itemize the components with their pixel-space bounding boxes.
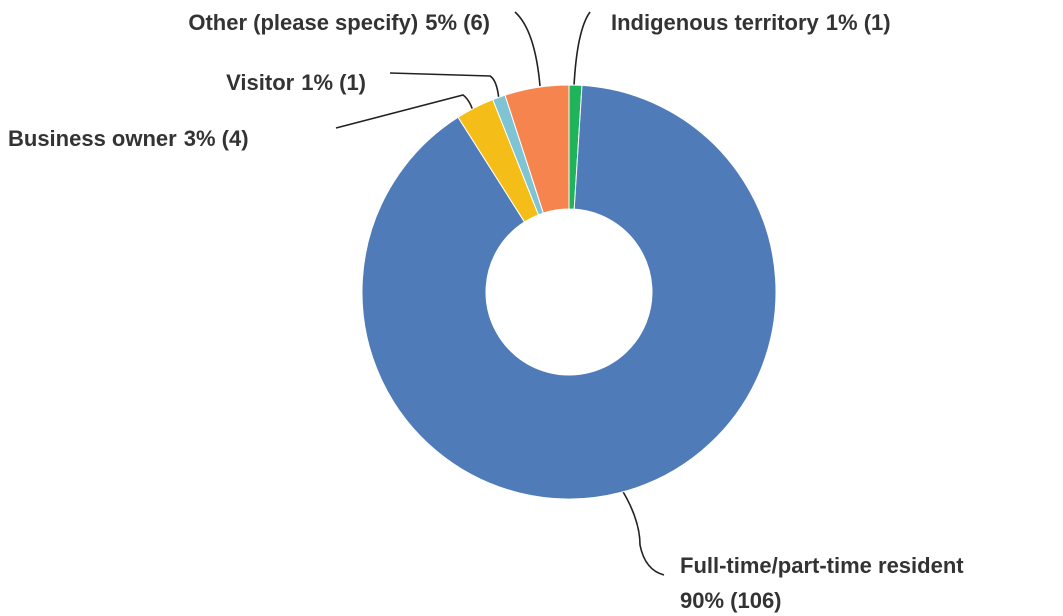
leader-line (514, 11, 541, 87)
category-label: Indigenous territory (611, 10, 820, 35)
value-label: 5% (6) (425, 10, 490, 35)
category-label: Business owner (8, 126, 177, 151)
leader-line (621, 489, 665, 576)
slice-label: Business owner 3% (4) (8, 126, 249, 151)
slice-label: Full-time/part-time resident (680, 553, 964, 578)
donut-slice (361, 84, 777, 500)
category-label: Visitor (226, 70, 295, 95)
leader-line (573, 11, 591, 87)
donut-slice (504, 84, 570, 214)
category-label: Other (please specify) (188, 10, 418, 35)
slice-label: Other (please specify) 5% (6) (188, 10, 490, 35)
value-label: 90% (106) (680, 588, 782, 613)
value-label: 1% (1) (826, 10, 891, 35)
leader-line (389, 72, 500, 101)
slice-label: Indigenous territory 1% (1) (611, 10, 891, 35)
value-label: 1% (1) (301, 70, 366, 95)
value-label: 3% (4) (184, 126, 249, 151)
slice-label: Visitor 1% (1) (226, 70, 366, 95)
